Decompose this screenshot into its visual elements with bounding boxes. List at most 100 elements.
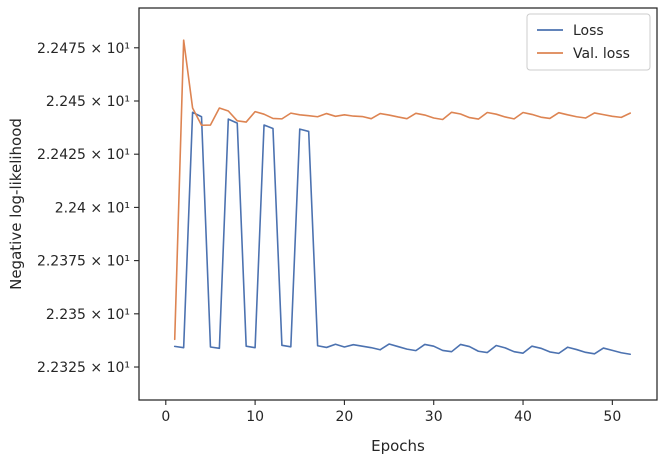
y-axis: 2.2325 × 10¹ 2.235 × 10¹ 2.2375 × 10¹ 2.24 … bbox=[37, 41, 139, 376]
data-point bbox=[620, 352, 622, 354]
data-point bbox=[200, 124, 202, 126]
data-point bbox=[388, 114, 390, 116]
data-point bbox=[575, 116, 577, 118]
data-point bbox=[316, 345, 318, 347]
data-point bbox=[441, 118, 443, 120]
data-point bbox=[513, 118, 515, 120]
data-point bbox=[459, 113, 461, 115]
data-point bbox=[575, 348, 577, 350]
data-point bbox=[325, 346, 327, 348]
data-point bbox=[343, 114, 345, 116]
data-point bbox=[620, 116, 622, 118]
data-point bbox=[263, 113, 265, 115]
data-point bbox=[370, 117, 372, 119]
x-axis: 0 10 20 30 40 50 bbox=[161, 400, 621, 425]
data-point bbox=[290, 346, 292, 348]
plot-frame bbox=[138, 7, 658, 401]
data-point bbox=[361, 345, 363, 347]
x-tick-label: 0 bbox=[161, 409, 170, 425]
data-point bbox=[566, 346, 568, 348]
data-point bbox=[290, 112, 292, 114]
data-point bbox=[245, 121, 247, 123]
y-tick-label: 2.245 × 10¹ bbox=[46, 94, 130, 110]
data-point bbox=[379, 112, 381, 114]
data-point bbox=[459, 343, 461, 345]
series-line-1 bbox=[173, 39, 632, 341]
data-point bbox=[316, 116, 318, 118]
y-axis-label: Negative log-likelihood bbox=[7, 118, 25, 290]
data-point bbox=[236, 120, 238, 122]
legend-box bbox=[526, 13, 651, 71]
data-point bbox=[191, 111, 193, 113]
data-point bbox=[236, 122, 238, 124]
data-point bbox=[504, 116, 506, 118]
data-point bbox=[218, 107, 220, 109]
data-point bbox=[415, 349, 417, 351]
data-point bbox=[272, 127, 274, 129]
data-point bbox=[299, 114, 301, 116]
x-tick-label: 50 bbox=[603, 409, 621, 425]
data-point bbox=[352, 115, 354, 117]
data-point bbox=[272, 117, 274, 119]
data-point bbox=[352, 343, 354, 345]
data-point bbox=[174, 338, 176, 340]
data-point bbox=[379, 349, 381, 351]
data-point bbox=[450, 350, 452, 352]
data-point bbox=[540, 347, 542, 349]
y-tick-label: 2.2475 × 10¹ bbox=[37, 41, 130, 57]
x-tick-label: 40 bbox=[514, 409, 532, 425]
data-point bbox=[415, 112, 417, 114]
data-point bbox=[593, 112, 595, 114]
data-point bbox=[227, 118, 229, 120]
data-point bbox=[227, 110, 229, 112]
y-tick-label: 2.2325 × 10¹ bbox=[37, 360, 130, 376]
data-point bbox=[343, 346, 345, 348]
data-point bbox=[209, 124, 211, 126]
data-point bbox=[406, 117, 408, 119]
data-point bbox=[263, 124, 265, 126]
data-point bbox=[388, 343, 390, 345]
data-point bbox=[513, 350, 515, 352]
data-point bbox=[450, 111, 452, 113]
data-point bbox=[549, 117, 551, 119]
data-point bbox=[495, 113, 497, 115]
data-point bbox=[281, 344, 283, 346]
series-layer bbox=[173, 39, 632, 356]
data-point bbox=[477, 350, 479, 352]
data-point bbox=[566, 114, 568, 116]
data-point bbox=[558, 112, 560, 114]
data-point bbox=[334, 343, 336, 345]
x-tick-label: 30 bbox=[425, 409, 443, 425]
data-point bbox=[299, 128, 301, 130]
data-point bbox=[334, 115, 336, 117]
x-tick-label: 10 bbox=[246, 409, 264, 425]
data-point bbox=[182, 39, 184, 41]
legend-label: Val. loss bbox=[573, 46, 630, 62]
data-point bbox=[584, 351, 586, 353]
data-point bbox=[182, 346, 184, 348]
y-tick-label: 2.2425 × 10¹ bbox=[37, 147, 130, 163]
data-point bbox=[558, 352, 560, 354]
data-point bbox=[611, 349, 613, 351]
data-point bbox=[397, 345, 399, 347]
y-tick-label: 2.24 × 10¹ bbox=[55, 200, 130, 216]
data-point bbox=[397, 116, 399, 118]
data-point bbox=[218, 347, 220, 349]
data-point bbox=[522, 111, 524, 113]
y-tick-label: 2.2375 × 10¹ bbox=[37, 254, 130, 270]
data-point bbox=[629, 353, 631, 355]
data-point bbox=[424, 114, 426, 116]
data-point bbox=[611, 115, 613, 117]
data-point bbox=[209, 346, 211, 348]
data-point bbox=[307, 114, 309, 116]
data-point bbox=[424, 343, 426, 345]
data-point bbox=[602, 113, 604, 115]
data-point bbox=[191, 107, 193, 109]
y-tick-label: 2.235 × 10¹ bbox=[46, 307, 130, 323]
data-point bbox=[549, 351, 551, 353]
data-point bbox=[468, 345, 470, 347]
x-axis-label: Epochs bbox=[371, 437, 425, 455]
data-point bbox=[504, 347, 506, 349]
